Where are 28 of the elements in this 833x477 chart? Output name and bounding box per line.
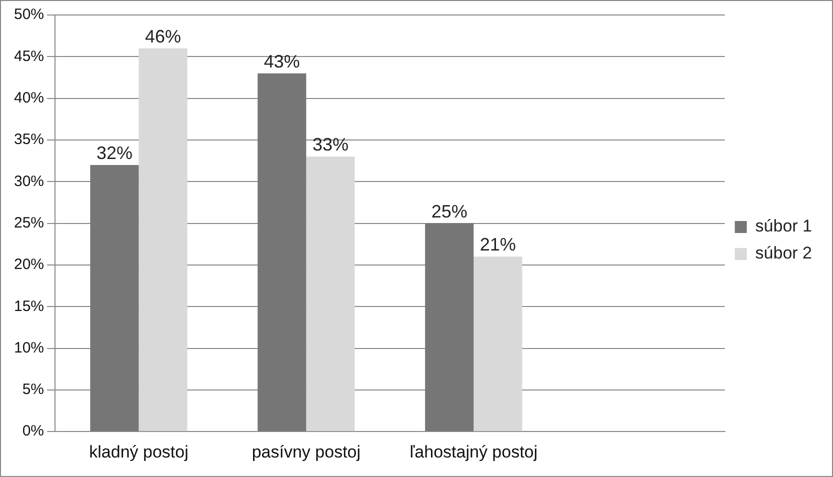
y-tick-label: 30% (14, 172, 44, 190)
data-label: 21% (480, 234, 516, 255)
y-tick-label: 20% (14, 256, 44, 274)
x-tick-label: kladný postoj (89, 442, 188, 462)
y-tick-label: 0% (22, 422, 44, 440)
data-label: 25% (431, 201, 468, 222)
legend-label: súbor 2 (755, 244, 812, 263)
bar (258, 73, 306, 432)
data-label: 43% (264, 51, 300, 72)
bar (138, 48, 188, 432)
bar (90, 164, 139, 432)
data-label: 46% (145, 26, 182, 46)
y-tick-label: 40% (14, 89, 44, 106)
y-tick-label: 50% (14, 6, 44, 24)
x-tick-label: pasívny postoj (252, 442, 361, 462)
data-label: 32% (96, 142, 132, 163)
bar (474, 256, 522, 432)
y-tick-label: 45% (14, 48, 44, 65)
y-tick-label: 25% (14, 214, 44, 232)
y-tick-label: 5% (22, 381, 44, 398)
bar (425, 223, 474, 432)
y-tick-label: 15% (14, 298, 44, 315)
legend-label: súbor 1 (755, 216, 812, 236)
y-tick-label: 10% (14, 339, 44, 356)
x-tick-label: ľahostajný postoj (410, 442, 538, 462)
data-label: 33% (312, 134, 348, 155)
bar (306, 156, 355, 432)
y-tick-label: 35% (14, 131, 44, 148)
